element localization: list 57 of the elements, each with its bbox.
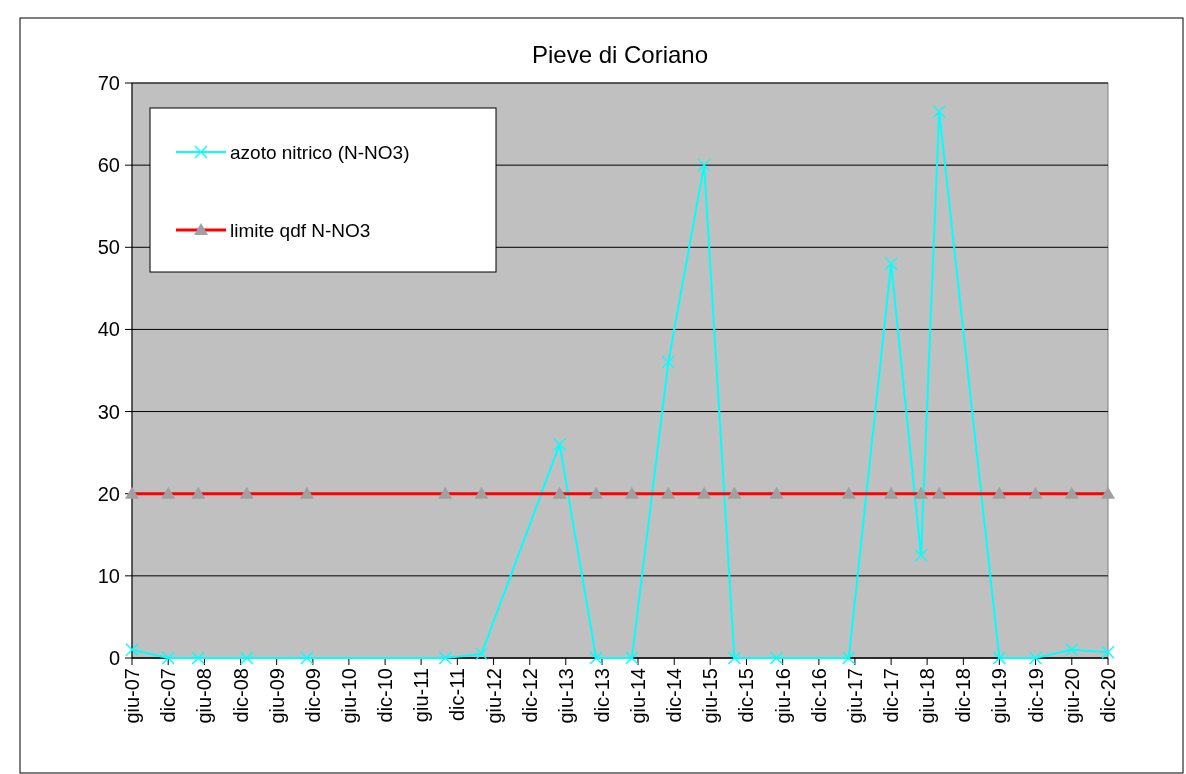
x-tick-label: dic-12 <box>518 668 541 723</box>
y-tick-label: 20 <box>97 482 120 505</box>
x-tick-label: dic-15 <box>735 668 758 723</box>
x-tick-label: dic-08 <box>229 668 252 723</box>
point <box>552 437 567 452</box>
y-tick-label: 10 <box>97 564 120 587</box>
x-tick-label: giu-11 <box>410 668 433 723</box>
point <box>474 647 489 661</box>
y-tick-label: 60 <box>97 154 120 177</box>
point <box>1101 645 1115 659</box>
y-tick-label: 40 <box>97 318 120 341</box>
x-tick-label: dic-17 <box>880 668 903 723</box>
x-tick-label: dic-14 <box>663 668 686 723</box>
x-tick-label: giu-13 <box>554 668 577 724</box>
legend-label: azoto nitrico (N-NO3) <box>230 141 410 163</box>
point <box>438 651 452 665</box>
y-tick-label: 70 <box>97 72 120 94</box>
x-tick-label: giu-17 <box>843 668 866 724</box>
point <box>1028 651 1043 665</box>
x-tick-label: giu-14 <box>627 668 650 724</box>
x-tick-label: dic-18 <box>952 668 975 723</box>
x-tick-label: giu-09 <box>265 668 288 724</box>
point <box>625 651 639 665</box>
chart-title: Pieve di Coriano <box>531 41 709 68</box>
x-tick-label: giu-20 <box>1060 668 1083 724</box>
x-tick-label: giu-16 <box>771 668 794 724</box>
x-tick-label: dic-20 <box>1097 668 1119 723</box>
point <box>769 651 784 665</box>
y-tick-label: 30 <box>97 400 120 423</box>
point <box>1065 643 1079 657</box>
x-tick-label: dic-19 <box>1024 668 1047 723</box>
x-tick-label: dic-13 <box>590 668 613 723</box>
point <box>842 651 856 665</box>
x-tick-label: giu-08 <box>193 668 216 724</box>
y-tick-label: 50 <box>97 236 120 259</box>
x-tick-label: dic-10 <box>374 668 397 723</box>
point <box>161 651 175 665</box>
point <box>191 651 205 665</box>
point <box>300 651 314 665</box>
point <box>589 651 603 665</box>
x-tick-label: giu-12 <box>482 668 505 724</box>
x-tick-label: giu-07 <box>121 668 143 724</box>
x-tick-label: giu-19 <box>988 668 1011 724</box>
point <box>992 651 1007 665</box>
point <box>914 548 928 562</box>
point <box>661 355 675 369</box>
legend-label: limite qdf N-NO3 <box>230 219 371 241</box>
x-tick-label: giu-15 <box>699 668 722 724</box>
point <box>240 651 254 665</box>
x-tick-label: giu-18 <box>916 668 939 724</box>
y-tick-label: 0 <box>108 647 120 669</box>
x-tick-label: dic-11 <box>446 668 469 721</box>
x-tick-label: dic-09 <box>301 668 324 723</box>
x-tick-label: giu-10 <box>337 668 360 724</box>
x-tick-label: dic-07 <box>157 668 180 723</box>
x-tick-label: dic-16 <box>807 668 830 723</box>
point <box>727 651 742 665</box>
